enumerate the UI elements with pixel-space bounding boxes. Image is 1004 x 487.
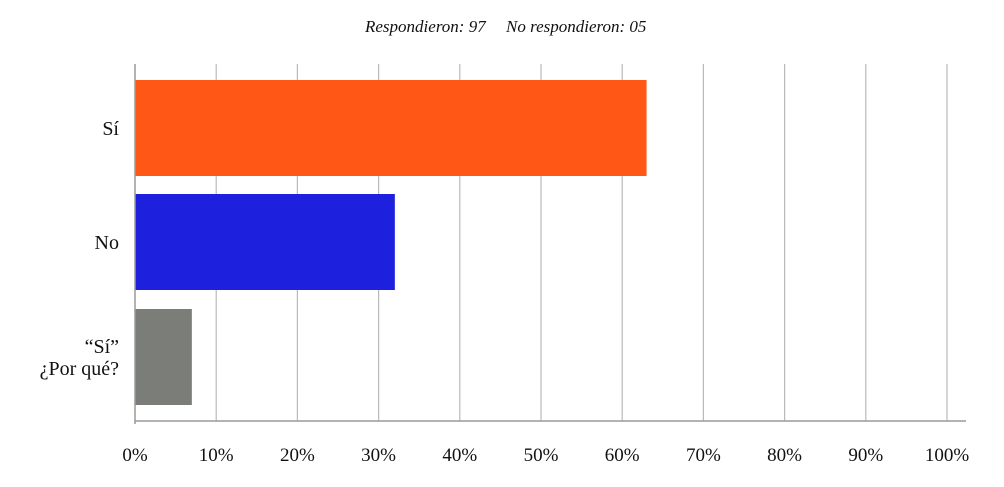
category-label-line: No	[95, 232, 119, 254]
not-responded-count: No respondieron: 05	[505, 17, 646, 36]
category-label: “Sí” ¿Por qué?	[40, 336, 120, 380]
x-tick-label: 70%	[686, 445, 721, 466]
bar	[135, 194, 395, 290]
category-labels: Sí No “Sí” ¿Por qué?	[40, 118, 120, 380]
x-tick-label: 20%	[280, 445, 315, 466]
x-tick-label: 0%	[122, 445, 148, 466]
x-tick-label: 60%	[605, 445, 640, 466]
x-tick-label: 100%	[925, 445, 970, 466]
category-label-line: ¿Por qué?	[40, 358, 120, 380]
bar	[135, 80, 647, 176]
bar	[135, 309, 192, 405]
category-label-line: Sí	[102, 118, 119, 140]
axes	[134, 64, 966, 424]
category-label: Sí	[102, 118, 119, 140]
x-tick-label: 10%	[199, 445, 234, 466]
x-tick-label: 30%	[361, 445, 396, 466]
x-tick-label: 40%	[442, 445, 477, 466]
x-tick-label: 80%	[767, 445, 802, 466]
bars	[135, 80, 647, 405]
x-tick-label: 50%	[524, 445, 559, 466]
x-tick-label: 90%	[848, 445, 883, 466]
responded-count: Respondieron: 97	[364, 17, 487, 36]
chart-header: Respondieron: 97 No respondieron: 05	[364, 17, 646, 36]
x-tick-labels: 0% 10% 20% 30% 40% 50% 60% 70% 80% 90% 100%	[122, 445, 969, 466]
category-label-line: “Sí”	[85, 336, 119, 358]
category-label: No	[95, 232, 119, 254]
